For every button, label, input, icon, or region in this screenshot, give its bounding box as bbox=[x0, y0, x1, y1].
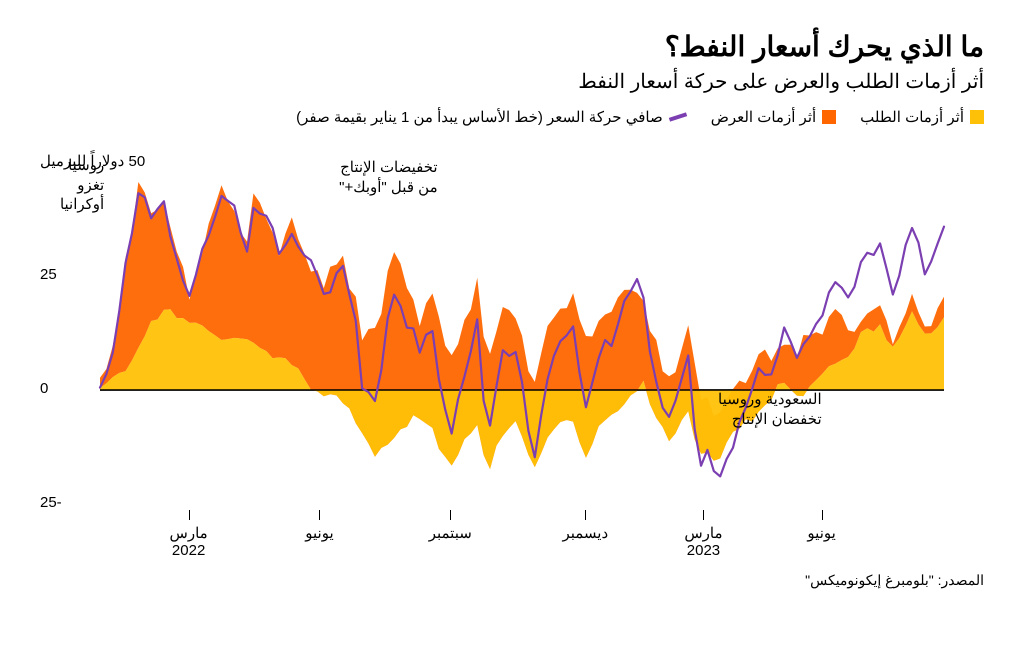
demand-swatch bbox=[970, 110, 984, 124]
x-tick-label: مارس2022 bbox=[170, 524, 208, 559]
chart-overlay: 50 دولاراً للبرميل25025-مارس2022يونيوسبت… bbox=[40, 134, 984, 564]
y-tick-0: 0 bbox=[40, 380, 48, 397]
x-tickmark bbox=[450, 510, 451, 520]
net-line-swatch bbox=[669, 112, 687, 121]
x-tickmark bbox=[319, 510, 320, 520]
legend-net: صافي حركة السعر (خط الأساس يبدأ من 1 ينا… bbox=[296, 108, 687, 126]
y-tick-25: 25 bbox=[40, 266, 57, 283]
x-tick-label: سبتمبر bbox=[429, 524, 472, 542]
y-tick--25: 25- bbox=[40, 494, 62, 511]
x-tickmark bbox=[822, 510, 823, 520]
x-tick-label: ديسمبر bbox=[562, 524, 608, 542]
supply-swatch bbox=[822, 110, 836, 124]
legend-net-label: صافي حركة السعر (خط الأساس يبدأ من 1 ينا… bbox=[296, 108, 663, 126]
legend: أثر أزمات الطلب أثر أزمات العرض صافي حرك… bbox=[40, 108, 984, 126]
x-tick-label: يونيو bbox=[305, 524, 333, 542]
annotation-saudi-russia-cut: السعودية وروسياتخفضان الإنتاج bbox=[718, 390, 822, 429]
x-tickmark bbox=[189, 510, 190, 520]
chart-subtitle: أثر أزمات الطلب والعرض على حركة أسعار ال… bbox=[40, 69, 984, 94]
source-label: المصدر: "بلومبرغ إيكونوميكس" bbox=[40, 572, 984, 589]
chart-area: 50 دولاراً للبرميل25025-مارس2022يونيوسبت… bbox=[40, 134, 984, 564]
x-tick-label: يونيو bbox=[807, 524, 835, 542]
x-tick-label: مارس2023 bbox=[684, 524, 722, 559]
chart-title: ما الذي يحرك أسعار النفط؟ bbox=[40, 30, 984, 63]
annotation-opec-cuts: تخفيضات الإنتاجمن قبل "أوبك+" bbox=[339, 158, 437, 197]
legend-supply: أثر أزمات العرض bbox=[711, 108, 836, 126]
x-tickmark bbox=[703, 510, 704, 520]
legend-demand: أثر أزمات الطلب bbox=[860, 108, 984, 126]
legend-demand-label: أثر أزمات الطلب bbox=[860, 108, 964, 126]
x-tickmark bbox=[585, 510, 586, 520]
legend-supply-label: أثر أزمات العرض bbox=[711, 108, 816, 126]
annotation-russia-invades: روسياتغزوأوكرانيا bbox=[60, 156, 104, 215]
